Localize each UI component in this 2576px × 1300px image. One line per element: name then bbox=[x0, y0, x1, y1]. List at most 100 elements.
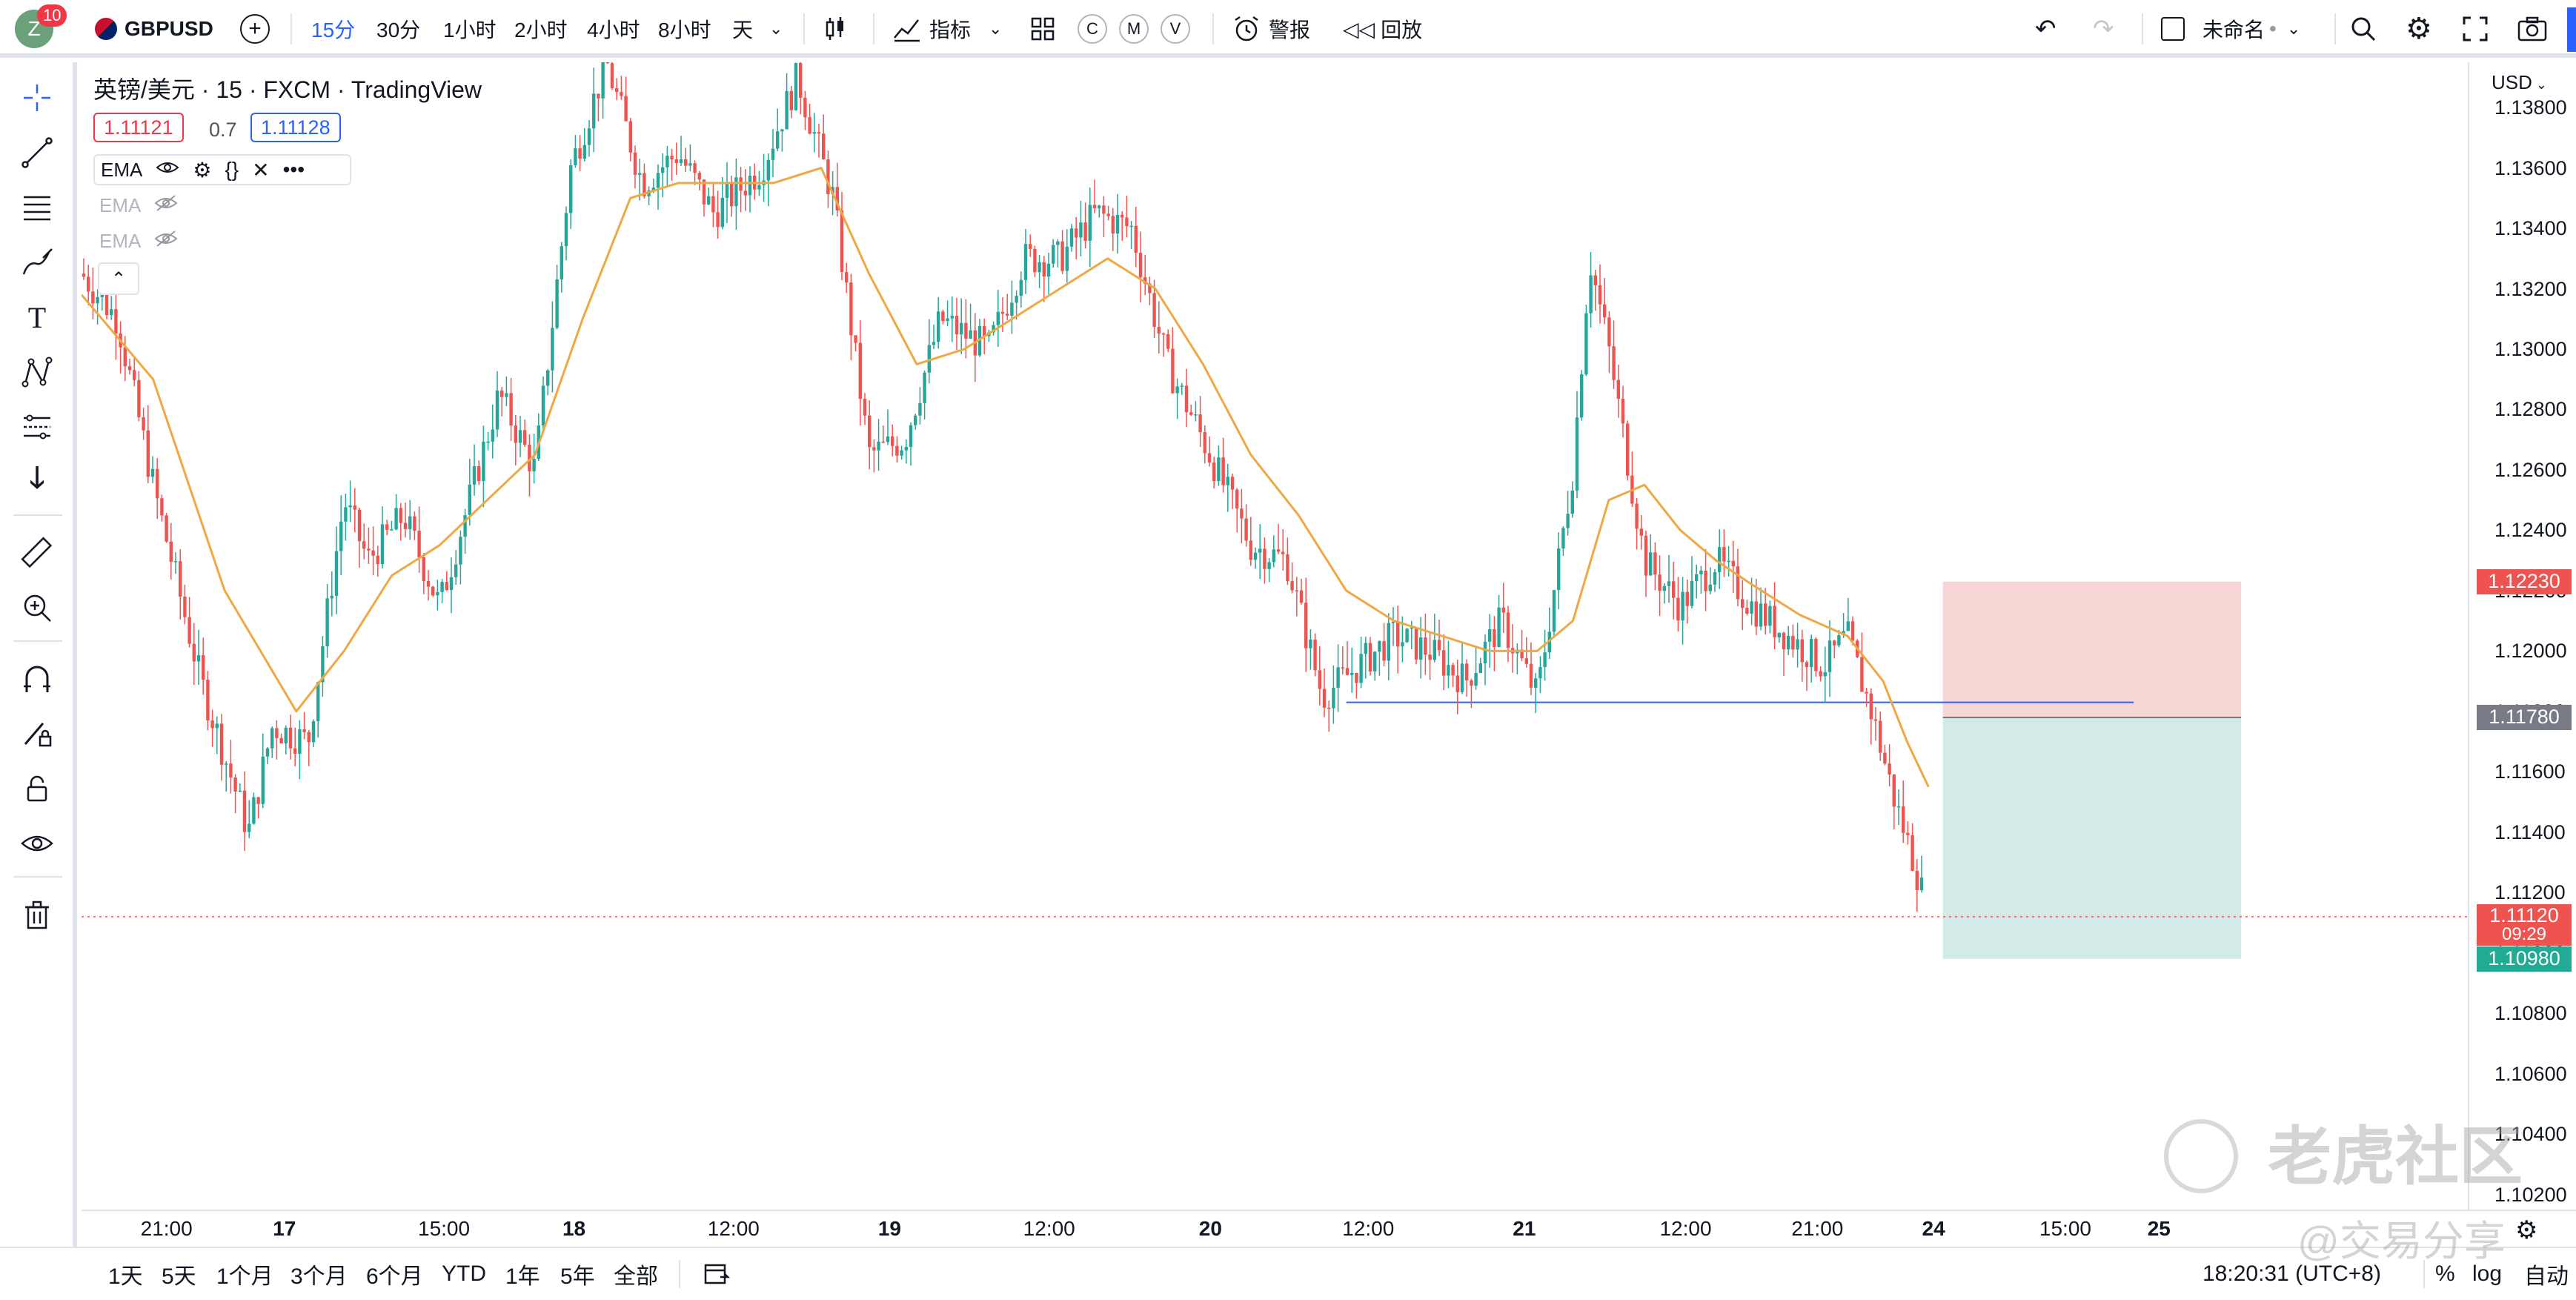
ask-price[interactable]: 1.11128 bbox=[250, 113, 341, 142]
eye-icon[interactable] bbox=[16, 823, 58, 864]
price-tick: 1.13000 bbox=[2494, 338, 2567, 360]
interval-15[interactable]: 15分 bbox=[311, 19, 356, 42]
candle-body bbox=[1731, 560, 1735, 567]
eye-off-icon[interactable] bbox=[154, 230, 178, 253]
indicator-row-ema-1[interactable]: EMA ⚙ {} ✕ ••• bbox=[93, 154, 351, 185]
log-toggle[interactable]: log bbox=[2472, 1261, 2503, 1286]
magnet-icon[interactable] bbox=[16, 658, 58, 700]
fullscreen-button[interactable] bbox=[2462, 0, 2489, 58]
chart-pane[interactable] bbox=[80, 30, 2468, 1210]
interval-1d[interactable]: 天 bbox=[732, 19, 754, 42]
indicators-button[interactable]: 指标 ⌄ bbox=[892, 0, 1002, 58]
bid-price[interactable]: 1.11121 bbox=[93, 113, 184, 142]
c-button[interactable]: C bbox=[1078, 0, 1107, 58]
candle-body bbox=[1272, 549, 1275, 563]
candle-body bbox=[1276, 549, 1281, 552]
candle-body bbox=[1593, 275, 1597, 285]
source-code-icon[interactable]: {} bbox=[225, 158, 239, 181]
snapshot-button[interactable] bbox=[2517, 0, 2548, 58]
candle-body bbox=[1267, 562, 1271, 569]
lock-icon[interactable] bbox=[16, 768, 58, 809]
candle-body bbox=[261, 756, 265, 804]
auto-scale-toggle[interactable]: 自动 bbox=[2524, 1264, 2569, 1289]
indicator-row-ema-3[interactable]: EMA bbox=[93, 225, 178, 256]
interval-4h[interactable]: 4小时 bbox=[587, 19, 640, 42]
brush-icon[interactable] bbox=[16, 242, 58, 283]
search-button[interactable] bbox=[2349, 0, 2377, 58]
range-5y[interactable]: 5年 bbox=[560, 1264, 595, 1289]
range-1y[interactable]: 1年 bbox=[505, 1264, 540, 1289]
candle-body bbox=[1286, 554, 1289, 582]
candle-type-button[interactable] bbox=[821, 0, 849, 58]
eye-icon[interactable] bbox=[156, 158, 179, 182]
price-chart[interactable] bbox=[80, 30, 2468, 1210]
chevron-down-icon: ⌄ bbox=[2286, 19, 2301, 38]
price-axis[interactable]: USD ⌄ 1.13800 1.13600 1.13400 1.13200 1.1300… bbox=[2468, 62, 2576, 1210]
range-all[interactable]: 全部 bbox=[614, 1264, 658, 1289]
trend-line-icon[interactable] bbox=[16, 132, 58, 173]
stop-price-label[interactable]: 1.12230 bbox=[2477, 568, 2572, 594]
time-axis[interactable]: 21:00 17 15:00 18 12:00 19 12:00 20 12:00 21 12:00… bbox=[82, 1210, 2576, 1247]
redo-icon[interactable]: ↷ bbox=[2093, 15, 2114, 43]
interval-1h[interactable]: 1小时 bbox=[443, 19, 497, 42]
range-5d[interactable]: 5天 bbox=[162, 1264, 196, 1289]
undo-icon[interactable]: ↶ bbox=[2035, 15, 2057, 43]
crosshair-icon[interactable] bbox=[16, 77, 58, 119]
candle-body bbox=[1603, 304, 1607, 318]
candle-body bbox=[1837, 634, 1841, 646]
close-icon[interactable]: ✕ bbox=[252, 158, 270, 182]
range-1d[interactable]: 1天 bbox=[108, 1264, 143, 1289]
layout-menu-button[interactable]: 未命名 • ⌄ bbox=[2161, 0, 2300, 58]
interval-30[interactable]: 30分 bbox=[376, 19, 421, 42]
range-1m[interactable]: 1个月 bbox=[216, 1264, 273, 1289]
interval-8h[interactable]: 8小时 bbox=[658, 19, 711, 42]
ruler-icon[interactable] bbox=[16, 532, 58, 574]
replay-button[interactable]: ◁◁ 回放 bbox=[1343, 0, 1422, 58]
lock-pencil-icon[interactable] bbox=[16, 713, 58, 755]
symbol-search-button[interactable]: GBPUSD bbox=[95, 0, 213, 58]
gear-icon[interactable]: ⚙ bbox=[193, 158, 212, 182]
axis-settings-gear-icon[interactable]: ⚙ bbox=[2515, 1216, 2538, 1244]
candle-body bbox=[564, 213, 568, 247]
indicator-row-ema-2[interactable]: EMA bbox=[93, 190, 178, 221]
candle-body bbox=[1088, 205, 1092, 241]
clock-timezone[interactable]: 18:20:31 (UTC+8) bbox=[2202, 1261, 2381, 1286]
percent-toggle[interactable]: % bbox=[2435, 1261, 2455, 1286]
candle-body bbox=[1299, 590, 1304, 603]
zoom-in-icon[interactable] bbox=[16, 587, 58, 629]
candle-body bbox=[1295, 590, 1298, 591]
interval-2h[interactable]: 2小时 bbox=[514, 19, 568, 42]
candle-body bbox=[440, 581, 444, 592]
range-6m[interactable]: 6个月 bbox=[366, 1264, 423, 1289]
alert-button[interactable]: 警报 bbox=[1232, 0, 1310, 58]
price-tick: 1.12400 bbox=[2494, 519, 2567, 542]
currency-label[interactable]: USD ⌄ bbox=[2492, 71, 2547, 94]
pattern-icon[interactable] bbox=[16, 351, 58, 393]
entry-price-label[interactable]: 1.11780 bbox=[2477, 704, 2572, 730]
v-button[interactable]: V bbox=[1161, 0, 1190, 58]
compare-button[interactable]: + bbox=[240, 0, 270, 58]
fib-lines-icon[interactable] bbox=[16, 187, 58, 228]
candle-body bbox=[1134, 225, 1138, 253]
last-price-label[interactable]: 1.11120 09:29 bbox=[2477, 903, 2572, 946]
camera-icon bbox=[2517, 16, 2547, 42]
gear-icon[interactable]: ⚙ bbox=[2406, 13, 2432, 45]
layout-grid-button[interactable] bbox=[1030, 0, 1055, 58]
interval-dropdown-icon[interactable]: ⌄ bbox=[769, 19, 783, 38]
more-icon[interactable]: ••• bbox=[282, 158, 305, 181]
collapse-legend-chevron-up-icon[interactable]: ⌃ bbox=[98, 262, 139, 295]
candle-body bbox=[367, 548, 371, 551]
forecast-icon[interactable] bbox=[16, 406, 58, 448]
candle-body bbox=[357, 509, 362, 542]
candle-body bbox=[1424, 637, 1427, 655]
text-tool-icon[interactable]: T bbox=[27, 300, 47, 334]
eye-off-icon[interactable] bbox=[154, 194, 178, 217]
range-ytd[interactable]: YTD bbox=[442, 1261, 486, 1286]
candle-body bbox=[1791, 635, 1795, 650]
trash-icon[interactable] bbox=[16, 894, 58, 935]
goto-date-button[interactable] bbox=[704, 1248, 731, 1300]
range-3m[interactable]: 3个月 bbox=[291, 1264, 348, 1289]
target-price-label[interactable]: 1.10980 bbox=[2477, 946, 2572, 972]
arrow-down-icon[interactable]: 🡓 bbox=[29, 462, 45, 494]
m-button[interactable]: M bbox=[1119, 0, 1149, 58]
